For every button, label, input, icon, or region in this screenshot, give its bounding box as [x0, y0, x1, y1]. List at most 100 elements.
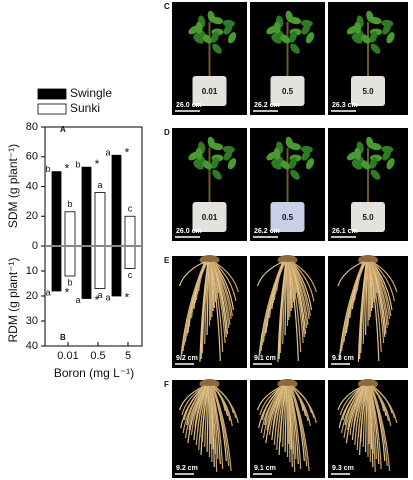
bar [111, 245, 122, 297]
leaf [271, 30, 283, 40]
leaf [211, 142, 224, 151]
significance-letter: a [45, 287, 50, 297]
pot-label: 0.01 [202, 87, 218, 96]
root [209, 261, 213, 318]
root [359, 261, 368, 360]
leaf [354, 21, 362, 34]
root [371, 261, 395, 302]
significance-letter: c [128, 270, 133, 280]
root [178, 385, 205, 411]
root [282, 385, 288, 448]
photo: 5.0 26.3 cm [328, 2, 408, 115]
root [210, 261, 218, 300]
significance-letter: a [105, 148, 110, 158]
root [265, 385, 285, 444]
bar [124, 245, 136, 269]
root [284, 261, 288, 336]
root [291, 385, 317, 424]
leaf [370, 43, 381, 54]
y-tick-label: 30 [26, 315, 38, 327]
root [200, 385, 209, 456]
root [369, 385, 382, 470]
root [198, 261, 209, 292]
root [265, 261, 285, 334]
photo: 5.0 26.1 cm [328, 128, 408, 241]
leaf [201, 159, 212, 170]
root [368, 261, 374, 309]
root [209, 385, 215, 468]
x-tick-label: 5 [125, 350, 131, 362]
leaf [289, 157, 297, 169]
root [271, 385, 286, 441]
root [256, 385, 283, 411]
root [367, 385, 371, 463]
leaf [289, 31, 297, 43]
legend-label: Swingle [70, 86, 112, 100]
leaf [223, 149, 233, 161]
leaf [195, 147, 203, 160]
root [187, 385, 207, 444]
root [273, 385, 286, 446]
root [206, 385, 210, 453]
legend-swatch [37, 88, 67, 100]
root [287, 261, 293, 309]
bar [51, 171, 62, 247]
pot-label: 0.01 [202, 213, 218, 222]
scale-label: 9.1 cm [254, 465, 276, 472]
pot [351, 76, 385, 106]
root [290, 261, 309, 326]
scale-label: 26.3 cm [332, 102, 358, 109]
root [337, 261, 364, 287]
leaf [354, 147, 362, 160]
pot [192, 202, 227, 232]
y-tick-label: 80 [26, 121, 38, 133]
root [287, 261, 291, 318]
bar [94, 245, 106, 289]
root [256, 261, 283, 287]
root [258, 385, 284, 429]
legend-label: Sunki [70, 101, 100, 115]
root [289, 385, 302, 470]
pot-label: 5.0 [362, 213, 374, 222]
root [341, 385, 365, 434]
bar [81, 245, 92, 299]
bar [94, 192, 106, 247]
leaf [305, 32, 315, 44]
leaf [382, 149, 391, 161]
photo: 9.2 cm [172, 379, 247, 478]
pot-label: 5.0 [362, 87, 374, 96]
panel-label: E [164, 256, 170, 265]
root [337, 385, 364, 411]
root [200, 261, 209, 360]
scale-label: 9.3 cm [332, 355, 354, 362]
root [370, 261, 387, 335]
photo: 9.3 cm [328, 379, 408, 478]
scale-label: 9.2 cm [176, 465, 198, 472]
root [287, 385, 291, 463]
root [371, 261, 392, 317]
asterisk: * [125, 290, 130, 304]
legend-swatch [37, 103, 67, 115]
photo: 9.2 cm [172, 255, 247, 368]
bar [64, 245, 76, 277]
panel-label: A [60, 125, 66, 134]
root [195, 385, 208, 446]
root [212, 385, 232, 472]
x-axis-title: Boron (mg L⁻¹) [54, 366, 134, 380]
photo: 9.1 cm [250, 255, 325, 368]
root [289, 261, 307, 335]
root [362, 385, 368, 448]
root [291, 261, 317, 293]
root [371, 385, 391, 472]
root [184, 385, 206, 439]
root [260, 385, 284, 434]
panel-label: B [60, 333, 66, 342]
significance-letter: a [75, 295, 80, 305]
bar [111, 154, 122, 247]
asterisk: * [95, 157, 100, 171]
significance-letter: b [45, 164, 50, 174]
y-tick-label: 0 [32, 240, 38, 252]
scale-label: 26.0 cm [176, 102, 202, 109]
root [210, 385, 218, 473]
